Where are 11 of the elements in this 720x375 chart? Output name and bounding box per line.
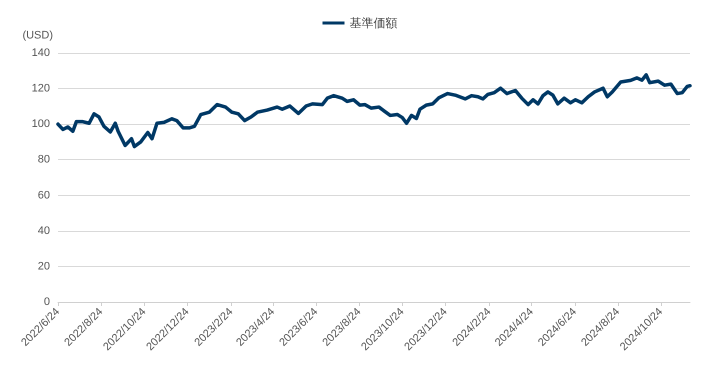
y-tick-label: 0 (44, 296, 50, 308)
y-tick-label: 60 (38, 189, 50, 202)
y-tick-label: 140 (32, 47, 50, 59)
y-tick-label: 100 (32, 118, 50, 130)
line-series (56, 73, 692, 148)
y-tick-label: 20 (38, 260, 50, 272)
y-axis-title: (USD) (22, 30, 53, 42)
legend-label: 基準価額 (350, 16, 398, 30)
y-tick-label: 40 (38, 224, 50, 237)
y-tick-label: 120 (32, 82, 50, 95)
y-tick-label: 80 (38, 154, 50, 166)
